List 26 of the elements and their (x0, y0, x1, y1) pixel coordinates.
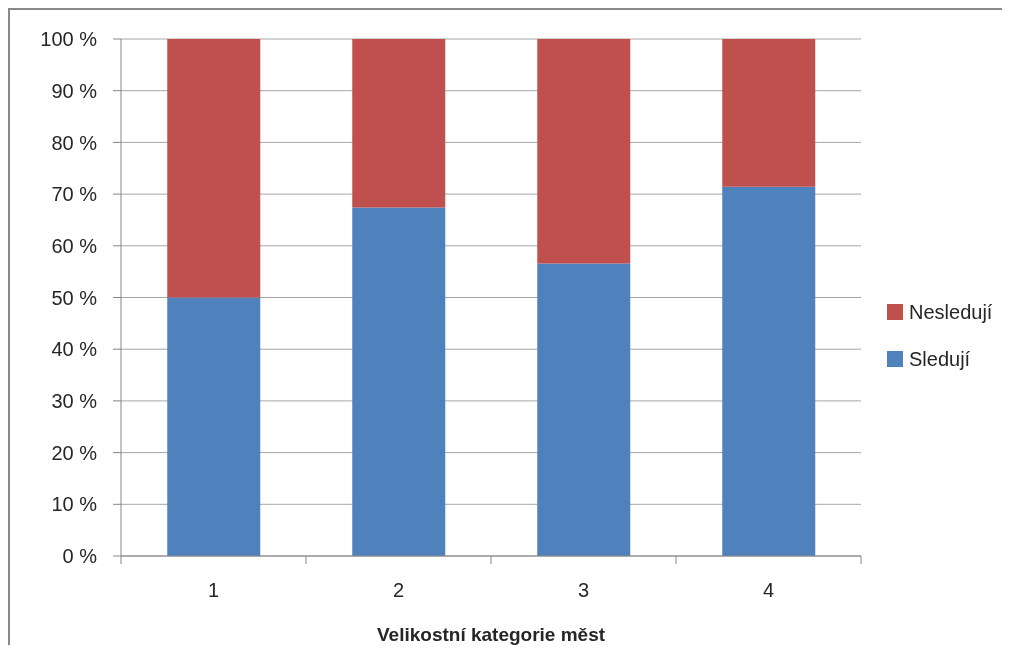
bar (537, 39, 631, 264)
y-tick-label: 0 % (62, 545, 98, 568)
x-tick-label: 4 (762, 579, 775, 601)
bar (352, 39, 446, 208)
y-tick-label: 60 % (51, 234, 98, 257)
y-tick-label: 30 % (51, 390, 98, 412)
bar (167, 297, 261, 556)
bar (722, 39, 816, 187)
x-tick-label: 2 (392, 579, 405, 601)
bar (722, 186, 816, 556)
bar (537, 263, 631, 556)
y-tick-label: 70 % (51, 183, 98, 206)
legend-label: Nesledují (909, 300, 993, 323)
x-axis-title: Velikostní kategorie měst (376, 624, 606, 645)
x-tick-label: 1 (207, 579, 220, 601)
y-tick-label: 10 % (51, 493, 98, 516)
bar (167, 39, 261, 298)
y-tick-label: 100 % (40, 28, 98, 51)
y-tick-label: 50 % (51, 286, 98, 309)
legend-label: Sledují (909, 347, 971, 370)
bar (352, 207, 446, 556)
y-tick-label: 40 % (51, 338, 98, 361)
y-tick-label: 80 % (51, 131, 98, 154)
y-tick-label: 20 % (51, 441, 98, 464)
y-tick-label: 90 % (51, 79, 98, 102)
x-tick-label: 3 (577, 579, 590, 601)
